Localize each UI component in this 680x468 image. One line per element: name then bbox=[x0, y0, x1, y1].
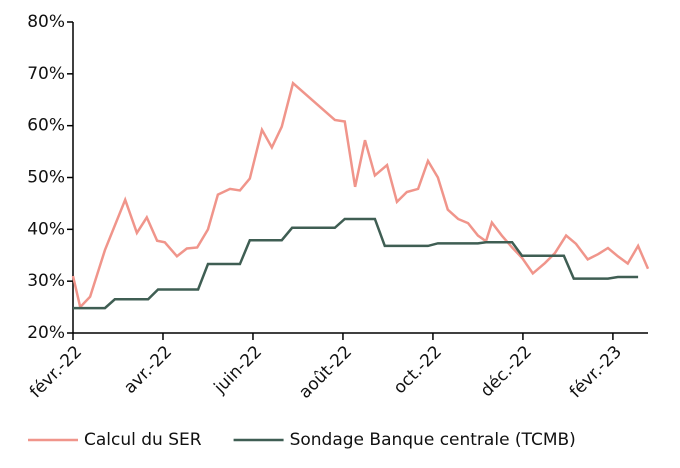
y-tick-label: 40% bbox=[27, 219, 65, 239]
y-tick-label: 80% bbox=[27, 12, 65, 32]
x-tick-label: févr.-23 bbox=[566, 342, 626, 402]
legend-label: Calcul du SER bbox=[84, 430, 202, 450]
y-tick-label: 60% bbox=[27, 116, 65, 136]
x-tick-label: déc.-22 bbox=[477, 342, 536, 401]
y-tick-label: 70% bbox=[27, 64, 65, 84]
x-tick-label: févr.-22 bbox=[26, 342, 86, 402]
series-line bbox=[71, 80, 650, 310]
y-tick-label: 50% bbox=[27, 168, 65, 188]
x-tick-label: avr.-22 bbox=[120, 342, 176, 398]
y-tick-label: 20% bbox=[27, 323, 65, 343]
x-tick-label: juin-22 bbox=[210, 342, 266, 398]
y-tick-label: 30% bbox=[27, 271, 65, 291]
series-line bbox=[73, 217, 639, 310]
legend-label: Sondage Banque centrale (TCMB) bbox=[290, 430, 576, 450]
x-tick-label: oct.-22 bbox=[390, 342, 446, 398]
x-tick-label: août-22 bbox=[295, 342, 356, 403]
